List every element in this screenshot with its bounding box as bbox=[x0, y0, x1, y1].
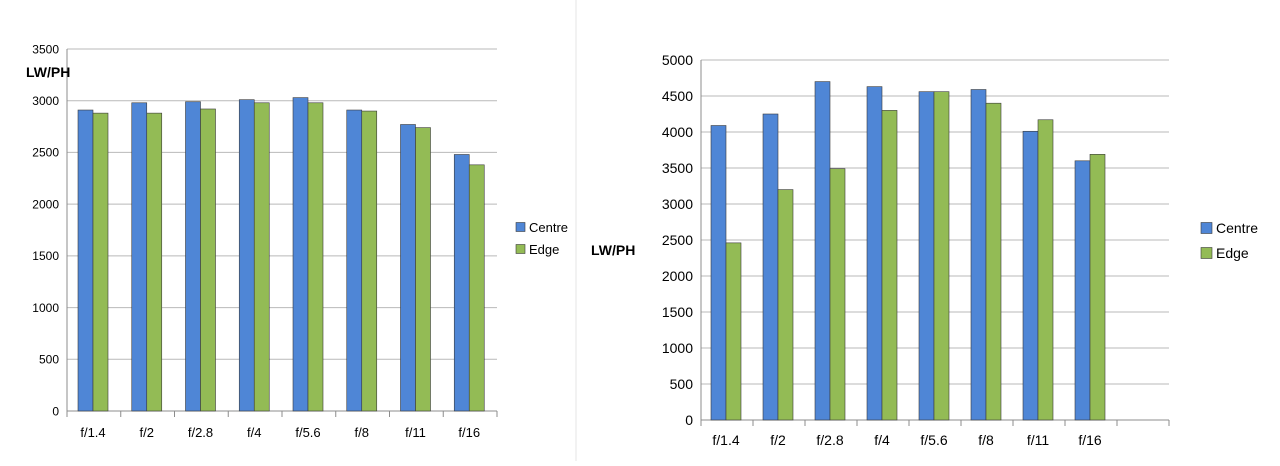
bar-edge-f28 bbox=[829, 168, 846, 421]
y-tick-label: 0 bbox=[52, 404, 59, 418]
y-tick-label: 500 bbox=[670, 376, 694, 392]
bar-edge-f2 bbox=[146, 112, 163, 412]
x-tick-label: f/16 bbox=[1078, 432, 1102, 448]
bar-edge-f2 bbox=[777, 189, 794, 421]
x-tick-label: f/8 bbox=[978, 432, 994, 448]
y-tick-label: 3500 bbox=[662, 160, 693, 176]
y-tick-label: 0 bbox=[685, 412, 693, 428]
legend-swatch-centre bbox=[1200, 222, 1213, 234]
bar-edge-f4 bbox=[881, 110, 898, 421]
y-tick-label: 2500 bbox=[662, 232, 693, 248]
x-tick-label: f/4 bbox=[874, 432, 890, 448]
x-tick-label: f/2 bbox=[140, 425, 154, 440]
x-tick-label: f/1.4 bbox=[80, 425, 105, 440]
bar-centre-f28 bbox=[185, 101, 201, 412]
bar-centre-f16 bbox=[453, 154, 470, 412]
chart-panel-right: 0 500 1000 1500 2000 2500 3000 3500 4000 4500 5000… bbox=[577, 0, 1280, 461]
bar-edge-f8 bbox=[361, 110, 378, 412]
bar-centre-f4 bbox=[866, 86, 883, 421]
bar-centre-f11 bbox=[1022, 130, 1039, 421]
legend-swatch-edge bbox=[515, 244, 526, 254]
y-tick-label: 1500 bbox=[662, 304, 693, 320]
panel-divider bbox=[575, 0, 577, 461]
bar-centre-f4 bbox=[238, 99, 255, 412]
bar-edge-f14 bbox=[92, 112, 109, 412]
y-tick-label: 3000 bbox=[662, 196, 693, 212]
x-tick-label: f/16 bbox=[458, 425, 480, 440]
legend-label-edge: Edge bbox=[1216, 245, 1249, 261]
bar-centre-f14 bbox=[710, 125, 727, 421]
y-tick-label: 1000 bbox=[32, 301, 59, 315]
y-tick-label: 2500 bbox=[32, 146, 59, 160]
bar-centre-f16 bbox=[1074, 160, 1091, 421]
legend-label-edge: Edge bbox=[529, 242, 559, 257]
bar-edge-f16 bbox=[468, 164, 485, 412]
y-tick-label: 4500 bbox=[662, 88, 693, 104]
y-axis-label: LW/PH bbox=[591, 242, 635, 258]
bar-centre-f56 bbox=[918, 91, 935, 421]
y-tick-label: 3500 bbox=[32, 42, 59, 56]
x-tick-label: f/5.6 bbox=[920, 432, 947, 448]
y-tick-label: 3000 bbox=[32, 94, 59, 108]
x-tick-label: f/4 bbox=[247, 425, 261, 440]
bar-edge-f14 bbox=[725, 242, 742, 421]
bar-centre-f8 bbox=[346, 109, 363, 412]
y-tick-label: 4000 bbox=[662, 124, 693, 140]
x-tick-label: f/2.8 bbox=[816, 432, 843, 448]
bar-edge-f11 bbox=[1037, 119, 1054, 421]
x-tick-label: f/11 bbox=[1027, 432, 1050, 448]
x-tick-label: f/2 bbox=[770, 432, 786, 448]
y-tick-label: 2000 bbox=[32, 197, 59, 211]
y-tick-label: 1000 bbox=[662, 340, 693, 356]
bar-centre-f2 bbox=[762, 113, 779, 421]
bar-edge-f11 bbox=[415, 127, 431, 412]
x-tick-label: f/11 bbox=[405, 425, 426, 440]
bar-centre-f2 bbox=[131, 102, 148, 412]
legend-label-centre: Centre bbox=[1216, 220, 1258, 236]
bar-centre-f28 bbox=[814, 81, 831, 421]
x-tick-label: f/2.8 bbox=[188, 425, 213, 440]
bar-edge-f4 bbox=[253, 102, 270, 412]
y-tick-label: 500 bbox=[39, 353, 59, 367]
x-tick-label: f/1.4 bbox=[712, 432, 739, 448]
bar-edge-f8 bbox=[985, 102, 1002, 421]
y-tick-label: 1500 bbox=[32, 249, 59, 263]
x-tick-label: f/5.6 bbox=[295, 425, 320, 440]
legend-swatch-centre bbox=[515, 222, 526, 232]
bar-chart-left: 0 500 1000 1500 2000 2500 3000 3500 f/1.4 f/2 f/2.… bbox=[26, 42, 568, 440]
x-tick-label: f/8 bbox=[355, 425, 369, 440]
chart-panel-left: 0 500 1000 1500 2000 2500 3000 3500 f/1.4 f/2 f/2.… bbox=[0, 0, 575, 461]
bar-chart-right: 0 500 1000 1500 2000 2500 3000 3500 4000 4500 5000… bbox=[591, 52, 1258, 448]
bar-edge-f16 bbox=[1089, 154, 1106, 421]
legend-label-centre: Centre bbox=[529, 220, 568, 235]
bar-edge-f56 bbox=[307, 102, 324, 412]
bar-edge-f28 bbox=[200, 108, 216, 412]
y-tick-label: 5000 bbox=[662, 52, 693, 68]
bar-centre-f56 bbox=[292, 97, 309, 412]
bar-centre-f14 bbox=[77, 109, 94, 412]
legend-swatch-edge bbox=[1200, 247, 1213, 259]
y-axis-label: LW/PH bbox=[26, 64, 70, 80]
bar-centre-f11 bbox=[400, 124, 416, 412]
bar-centre-f8 bbox=[970, 89, 987, 421]
y-tick-label: 2000 bbox=[662, 268, 693, 284]
bar-edge-f56 bbox=[933, 91, 950, 421]
